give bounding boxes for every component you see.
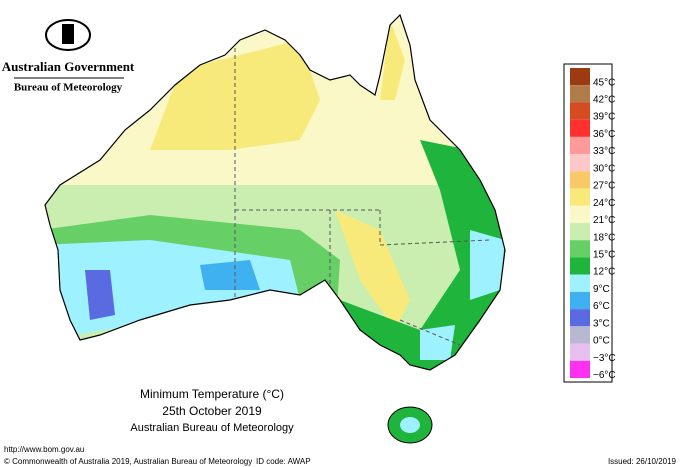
government-name: Australian Government: [2, 59, 135, 74]
map-title: Minimum Temperature (°C): [140, 387, 284, 401]
legend-label: 24°C: [593, 198, 615, 209]
copyright: © Commonwealth of Australia 2019, Austra…: [4, 457, 252, 466]
legend-label: 36°C: [593, 129, 615, 140]
legend-label: −3°C: [593, 353, 616, 364]
legend-label: 21°C: [593, 215, 615, 226]
legend-swatch: [570, 205, 590, 223]
legend-swatch: [570, 136, 590, 155]
map-source: Australian Bureau of Meteorology: [130, 422, 294, 434]
legend-swatch: [570, 154, 590, 172]
legend-label: 3°C: [593, 318, 610, 329]
legend-label: 18°C: [593, 232, 615, 243]
legend-swatch: [570, 171, 590, 189]
id-code: ID code: AWAP: [256, 457, 311, 466]
legend-swatch: [570, 360, 590, 378]
legend-swatch: [570, 68, 590, 86]
legend-label: 30°C: [593, 163, 615, 174]
url: http://www.bom.gov.au: [4, 445, 84, 454]
map-date: 25th October 2019: [162, 404, 262, 418]
tasmania-cool: [400, 417, 420, 433]
bureau-name: Bureau of Meteorology: [14, 82, 123, 94]
legend-swatch: [570, 274, 590, 292]
legend-label: 39°C: [593, 112, 615, 123]
crest: [45, 19, 91, 51]
legend-label: 45°C: [593, 77, 615, 88]
legend-swatch: [570, 119, 590, 137]
legend-swatch: [570, 326, 590, 344]
legend-swatch: [570, 102, 590, 120]
legend-label: 33°C: [593, 146, 615, 157]
legend: 45°C 42°C 39°C 36°C 33°C 30°C 27°C 24°C 21°C 18°C…: [570, 68, 616, 381]
legend-swatch: [570, 291, 590, 310]
legend-swatch: [570, 240, 590, 258]
legend-label: 0°C: [593, 336, 610, 347]
legend-label: 9°C: [593, 284, 610, 295]
legend-label: 12°C: [593, 267, 615, 278]
coastline: [44, 13, 506, 371]
legend-label: −6°C: [593, 370, 616, 381]
legend-label: 27°C: [593, 181, 615, 192]
issued: Issued: 26/10/2019: [608, 457, 677, 466]
legend-label: 6°C: [593, 301, 610, 312]
legend-swatch: [570, 85, 590, 103]
legend-swatch: [570, 257, 590, 275]
legend-swatch: [570, 188, 590, 206]
legend-label: 42°C: [593, 94, 615, 105]
legend-label: 15°C: [593, 249, 615, 260]
legend-swatch: [570, 223, 590, 241]
legend-swatch: [570, 309, 590, 327]
legend-swatch: [570, 343, 590, 361]
state-borders: [234, 48, 491, 346]
